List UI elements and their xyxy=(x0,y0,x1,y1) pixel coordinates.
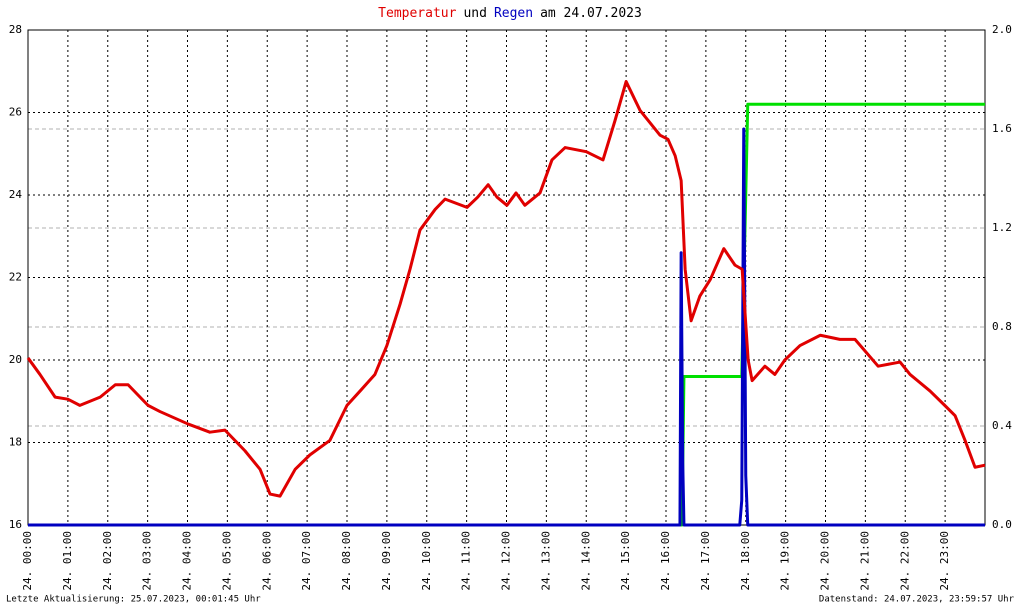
x-tick-label: 24. 00:00 xyxy=(21,531,34,591)
y2-tick-label: 1.6 xyxy=(992,122,1012,135)
y-tick-label: 20 xyxy=(9,353,22,366)
x-tick-label: 24. 06:00 xyxy=(260,531,273,591)
x-tick-label: 24. 10:00 xyxy=(420,531,433,591)
footer-right: Datenstand: 24.07.2023, 23:59:57 Uhr xyxy=(819,595,1015,605)
x-tick-label: 24. 17:00 xyxy=(699,531,712,591)
x-tick-label: 24. 11:00 xyxy=(460,531,473,591)
footer-left: Letzte Aktualisierung: 25.07.2023, 00:01… xyxy=(6,595,261,605)
title-part: Regen xyxy=(494,6,533,21)
x-tick-label: 24. 15:00 xyxy=(619,531,632,591)
y-tick-label: 16 xyxy=(9,518,22,531)
y2-tick-label: 0.4 xyxy=(992,419,1012,432)
title-part: und xyxy=(463,6,486,21)
series-line xyxy=(26,80,986,498)
x-tick-label: 24. 18:00 xyxy=(739,531,752,591)
y2-tick-label: 1.2 xyxy=(992,221,1012,234)
x-tick-label: 24. 08:00 xyxy=(340,531,353,591)
x-tick-label: 24. 02:00 xyxy=(101,531,114,591)
y-tick-label: 28 xyxy=(9,23,22,36)
y2-tick-label: 0.0 xyxy=(992,518,1012,531)
x-tick-label: 24. 20:00 xyxy=(819,531,832,591)
x-tick-label: 24. 22:00 xyxy=(898,531,911,591)
x-tick-label: 24. 07:00 xyxy=(300,531,313,591)
x-tick-label: 24. 16:00 xyxy=(659,531,672,591)
x-tick-label: 24. 01:00 xyxy=(61,531,74,591)
series-line xyxy=(28,127,985,527)
x-tick-label: 24. 05:00 xyxy=(220,531,233,591)
title-part: am 24.07.2023 xyxy=(540,6,642,21)
x-tick-label: 24. 21:00 xyxy=(858,531,871,591)
x-tick-label: 24. 23:00 xyxy=(938,531,951,591)
x-tick-label: 24. 12:00 xyxy=(500,531,513,591)
chart-title: Temperatur und Regen am 24.07.2023 xyxy=(378,6,642,21)
y2-tick-label: 0.8 xyxy=(992,320,1012,333)
x-tick-label: 24. 13:00 xyxy=(539,531,552,591)
y-tick-label: 22 xyxy=(9,271,22,284)
y-tick-label: 24 xyxy=(9,188,23,201)
title-part: Temperatur xyxy=(378,6,456,21)
y-tick-label: 18 xyxy=(9,436,22,449)
x-tick-label: 24. 19:00 xyxy=(779,531,792,591)
x-tick-label: 24. 09:00 xyxy=(380,531,393,591)
y-tick-label: 26 xyxy=(9,106,22,119)
x-tick-label: 24. 04:00 xyxy=(181,531,194,591)
x-tick-label: 24. 14:00 xyxy=(579,531,592,591)
y2-tick-label: 2.0 xyxy=(992,23,1012,36)
x-tick-label: 24. 03:00 xyxy=(141,531,154,591)
